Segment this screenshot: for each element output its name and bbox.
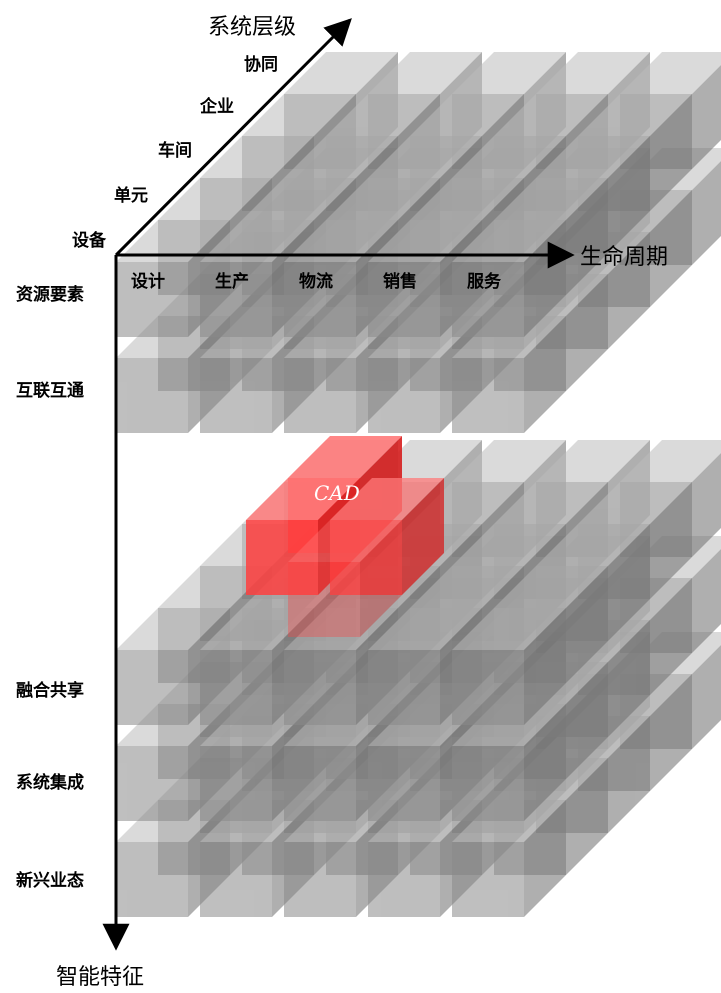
feature-label: 新兴业态 — [16, 870, 84, 891]
system-level-axis — [114, 18, 352, 257]
cube — [452, 316, 566, 433]
system-level-label: 企业 — [199, 96, 234, 117]
system-level-label: 设备 — [72, 230, 107, 251]
cad-highlight-cubes — [246, 436, 444, 637]
cad-label: CAD — [314, 481, 360, 505]
lifecycle-axis-title: 生命周期 — [580, 245, 668, 270]
system-level-label: 单元 — [114, 185, 148, 206]
system-level-label: 车间 — [158, 140, 192, 161]
highlight-cube — [330, 478, 444, 595]
feature-label: 系统集成 — [16, 772, 84, 793]
system-level-axis-title: 系统层级 — [208, 15, 296, 40]
highlight-cube — [288, 520, 402, 637]
lower-cube-block — [116, 440, 721, 917]
lifecycle-stage-label: 销售 — [383, 271, 417, 292]
system-level-label: 协同 — [244, 54, 278, 75]
feature-label: 融合共享 — [16, 680, 84, 701]
feature-label: 互联互通 — [16, 381, 84, 401]
lifecycle-stage-label: 物流 — [299, 271, 333, 292]
feature-label: 资源要素 — [16, 284, 84, 305]
lifecycle-stage-label: 生产 — [215, 271, 249, 292]
intelligent-features-axis-title: 智能特征 — [56, 965, 144, 990]
upper-cube-block — [116, 52, 721, 433]
lifecycle-stage-label: 服务 — [467, 271, 502, 292]
cube — [452, 608, 566, 725]
lifecycle-stage-label: 设计 — [131, 271, 165, 292]
